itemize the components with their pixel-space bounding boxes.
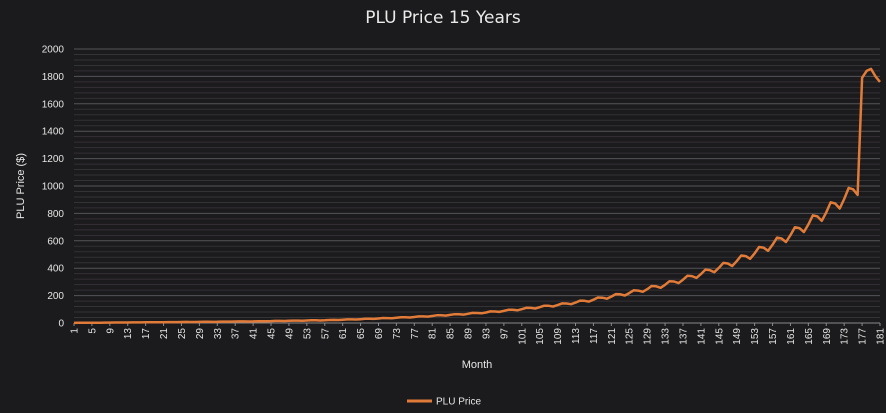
x-tick-label: 85 <box>446 328 457 340</box>
x-tick-label: 21 <box>159 328 170 340</box>
x-tick-label: 173 <box>840 328 851 345</box>
x-tick-label: 45 <box>267 328 278 340</box>
y-tick-label: 2000 <box>42 45 65 56</box>
x-tick-label: 53 <box>302 328 313 340</box>
y-tick-label: 200 <box>47 291 64 302</box>
x-tick-label: 17 <box>141 328 152 340</box>
x-tick-label: 133 <box>661 328 672 345</box>
x-tick-label: 101 <box>517 328 528 345</box>
x-tick-label: 69 <box>374 328 385 340</box>
x-tick-label: 113 <box>571 328 582 344</box>
x-tick-label: 13 <box>123 328 134 340</box>
x-axis-title: Month <box>462 359 493 371</box>
x-tick-label: 177 <box>858 328 869 345</box>
x-tick-label: 169 <box>822 328 833 345</box>
x-tick-label: 129 <box>643 328 654 345</box>
y-tick-label: 800 <box>47 209 64 220</box>
legend-label: PLU Price <box>436 397 481 408</box>
x-tick-label: 137 <box>678 328 689 345</box>
y-tick-label: 1200 <box>42 154 65 165</box>
x-tick-label: 149 <box>732 328 743 345</box>
x-tick-label: 121 <box>607 328 618 345</box>
x-tick-label: 77 <box>410 328 421 340</box>
x-tick-label: 117 <box>589 328 600 344</box>
y-tick-label: 0 <box>58 319 64 330</box>
x-tick-label: 61 <box>338 328 349 340</box>
y-axis-title: PLU Price ($) <box>15 153 27 219</box>
y-tick-label: 600 <box>47 236 64 247</box>
x-tick-label: 57 <box>320 328 331 340</box>
x-tick-label: 81 <box>428 328 439 340</box>
y-tick-label: 400 <box>47 264 64 275</box>
x-tick-label: 153 <box>750 328 761 345</box>
x-tick-label: 9 <box>105 328 116 334</box>
x-tick-label: 165 <box>804 328 815 345</box>
x-tick-label: 37 <box>231 328 242 340</box>
y-tick-label: 1000 <box>42 182 65 193</box>
y-tick-label: 1400 <box>42 127 65 138</box>
x-tick-label: 89 <box>464 328 475 340</box>
x-tick-label: 25 <box>177 328 188 340</box>
x-tick-label: 5 <box>87 328 98 334</box>
x-tick-label: 161 <box>786 328 797 345</box>
x-tick-label: 181 <box>876 328 886 345</box>
x-tick-label: 49 <box>284 328 295 340</box>
y-tick-label: 1800 <box>42 72 65 83</box>
x-tick-label: 93 <box>481 328 492 340</box>
x-tick-label: 33 <box>213 328 224 340</box>
x-tick-label: 105 <box>535 328 546 345</box>
x-tick-label: 65 <box>356 328 367 340</box>
x-tick-label: 157 <box>768 328 779 345</box>
y-tick-label: 1600 <box>42 99 65 110</box>
x-tick-label: 109 <box>553 328 564 345</box>
x-tick-label: 41 <box>249 328 260 340</box>
x-tick-label: 29 <box>195 328 206 340</box>
x-tick-label: 145 <box>714 328 725 345</box>
x-tick-label: 97 <box>499 328 510 340</box>
series-line-plu-price <box>73 67 881 325</box>
x-tick-label: 73 <box>392 328 403 340</box>
x-tick-label: 1 <box>70 328 81 334</box>
chart-title: PLU Price 15 Years <box>365 8 521 28</box>
x-tick-label: 141 <box>696 328 707 345</box>
x-tick-label: 125 <box>625 328 636 345</box>
